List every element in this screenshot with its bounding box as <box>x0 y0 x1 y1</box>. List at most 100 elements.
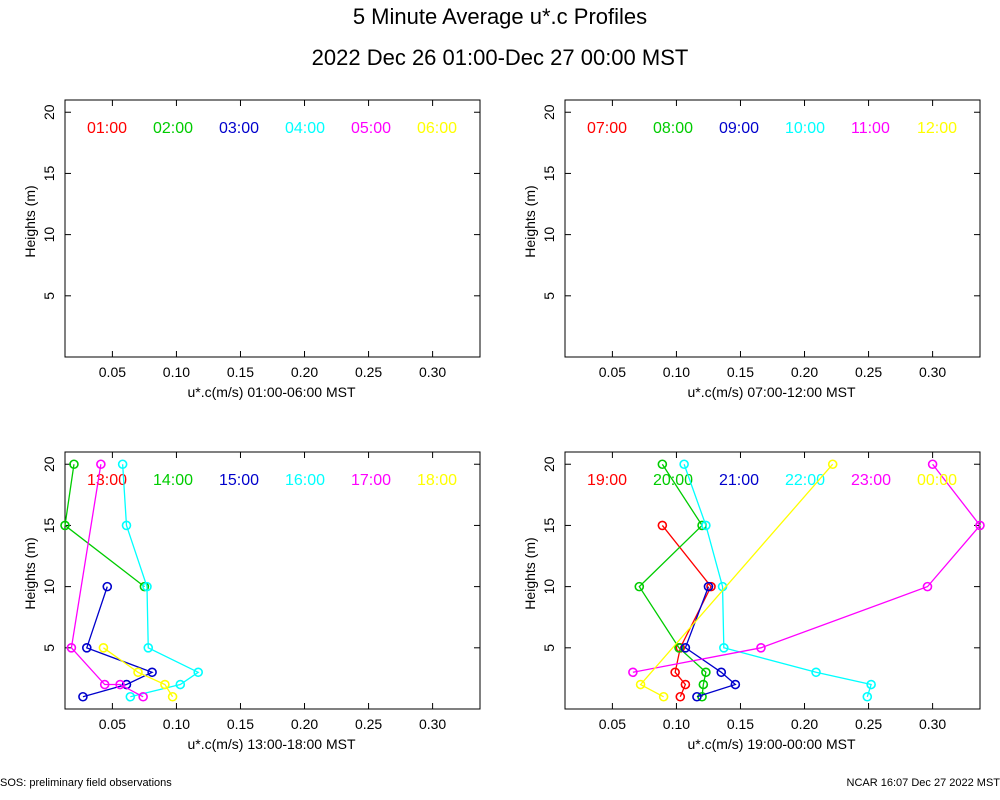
data-point <box>670 667 680 678</box>
data-point <box>634 581 645 592</box>
x-axis-label: u*.c(m/s) 01:00-06:00 MST <box>187 384 356 400</box>
series-line <box>639 463 834 698</box>
plot-panel-3: 0.05 0.10 0.15 0.20 0.25 0.30 5 10 15 20 u*.c(m/s)… <box>22 451 481 752</box>
x-tick-label: 0.15 <box>727 364 754 380</box>
plot-frame <box>564 451 981 710</box>
data-point <box>811 667 821 678</box>
y-tick-label: 10 <box>41 579 57 595</box>
data-point <box>862 691 873 702</box>
data-point <box>78 691 88 702</box>
x-tick-label: 0.20 <box>791 716 818 732</box>
series-line <box>683 464 872 697</box>
series-line <box>121 464 200 698</box>
legend-entry: 15:00 <box>219 472 259 489</box>
series-2300 <box>628 459 985 678</box>
legend-entry: 19:00 <box>587 472 627 489</box>
series-1700 <box>66 459 148 702</box>
data-point <box>657 520 668 531</box>
series-line <box>82 586 154 698</box>
data-point <box>698 679 709 690</box>
data-point <box>125 691 136 702</box>
y-tick-label: 15 <box>41 165 57 181</box>
x-tick-label: 0.10 <box>663 364 690 380</box>
data-point <box>167 691 178 702</box>
data-point <box>96 459 106 470</box>
legend-entry: 17:00 <box>351 472 391 489</box>
series-1800 <box>98 643 178 702</box>
series-line <box>103 647 174 698</box>
y-tick-label: 10 <box>41 227 57 243</box>
data-point <box>975 520 985 531</box>
data-point <box>680 643 691 653</box>
series-line <box>684 586 737 698</box>
legend-entry: 08:00 <box>653 120 693 137</box>
data-point <box>680 679 691 690</box>
y-tick-label: 5 <box>41 644 57 652</box>
data-point <box>701 520 711 531</box>
x-tick-label: 0.05 <box>599 716 626 732</box>
data-point <box>133 667 143 678</box>
data-point <box>701 667 711 678</box>
data-point <box>730 679 741 690</box>
chart-title: 5 Minute Average u*.c Profiles <box>352 4 648 29</box>
x-tick-label: 0.20 <box>291 716 318 732</box>
data-point <box>719 643 729 653</box>
series-line <box>661 525 712 698</box>
series-1500 <box>78 581 157 702</box>
series-2100 <box>680 581 741 702</box>
x-tick-label: 0.05 <box>99 364 126 380</box>
legend-entry: 11:00 <box>851 120 890 137</box>
y-tick-label: 15 <box>541 165 557 181</box>
series-line <box>632 463 981 673</box>
data-point <box>99 679 110 690</box>
data-point <box>117 459 128 470</box>
y-tick-label: 20 <box>41 456 57 472</box>
data-point <box>193 667 204 678</box>
y-tick-label: 20 <box>541 104 557 120</box>
legend-entry: 07:00 <box>587 120 627 137</box>
y-tick-label: 5 <box>541 292 557 300</box>
series-line <box>70 464 144 698</box>
data-point <box>81 643 92 653</box>
data-point <box>703 581 714 592</box>
x-axis-label: u*.c(m/s) 13:00-18:00 MST <box>187 736 356 752</box>
series-1400 <box>60 459 150 592</box>
x-tick-label: 0.30 <box>419 364 446 380</box>
data-point <box>138 691 148 702</box>
x-tick-label: 0.10 <box>163 716 190 732</box>
x-axis-label: u*.c(m/s) 07:00-12:00 MST <box>687 384 856 400</box>
y-tick-label: 5 <box>541 644 557 652</box>
data-point <box>756 643 766 653</box>
plot-panel-1: 0.05 0.10 0.15 0.20 0.25 0.30 5 10 15 20 u*.c(m/s)… <box>22 99 481 400</box>
legend-entry: 06:00 <box>417 120 457 137</box>
y-axis-label: Heights (m) <box>22 185 38 257</box>
x-tick-label: 0.20 <box>291 364 318 380</box>
data-point <box>147 667 157 678</box>
data-point <box>922 581 933 592</box>
y-axis-label: Heights (m) <box>22 537 38 609</box>
data-point <box>635 679 646 690</box>
x-tick-label: 0.10 <box>163 364 190 380</box>
x-tick-label: 0.20 <box>791 364 818 380</box>
plot-panel-4: 0.05 0.10 0.15 0.20 0.25 0.30 5 10 15 20 u*.c(m/s)… <box>522 451 985 752</box>
footer-note: SOS: preliminary field observations <box>0 777 172 789</box>
legend-entry: 12:00 <box>917 120 957 137</box>
data-point <box>674 643 684 653</box>
data-point <box>658 691 669 702</box>
legend-entry: 02:00 <box>153 120 193 137</box>
y-tick-label: 20 <box>541 456 557 472</box>
y-tick-label: 20 <box>41 104 57 120</box>
data-point <box>927 459 938 470</box>
legend-entry: 16:00 <box>285 472 325 489</box>
x-tick-label: 0.05 <box>99 716 126 732</box>
x-tick-label: 0.25 <box>355 364 382 380</box>
data-point <box>175 679 186 690</box>
y-tick-label: 10 <box>541 227 557 243</box>
data-point <box>69 459 79 470</box>
plot-frame <box>64 99 481 358</box>
data-point <box>692 691 702 702</box>
footer-timestamp: NCAR 16:07 Dec 27 2022 MST <box>846 777 1000 789</box>
legend-entry: 09:00 <box>719 120 759 137</box>
legend-entry: 14:00 <box>153 472 193 489</box>
